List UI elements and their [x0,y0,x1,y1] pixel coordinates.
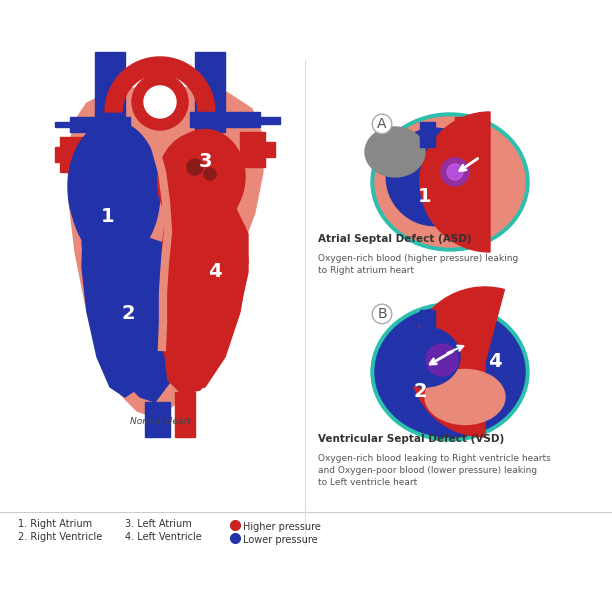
Text: 2. Right Ventricle: 2. Right Ventricle [18,532,102,542]
Ellipse shape [386,129,483,226]
Polygon shape [190,112,260,127]
Polygon shape [55,122,80,127]
Polygon shape [70,117,130,132]
Wedge shape [410,287,504,437]
Polygon shape [95,52,125,152]
Ellipse shape [165,130,245,225]
Text: Lower pressure: Lower pressure [243,535,318,545]
Polygon shape [175,392,195,437]
Ellipse shape [390,327,460,387]
Text: 1: 1 [101,207,115,226]
Text: 3: 3 [198,152,212,171]
Polygon shape [420,310,435,337]
Circle shape [132,74,188,130]
Text: 4. Left Ventricle: 4. Left Ventricle [125,532,202,542]
Text: 1. Right Atrium: 1. Right Atrium [18,519,92,529]
Text: 4: 4 [488,353,502,371]
Polygon shape [455,307,470,332]
Polygon shape [60,137,85,172]
Ellipse shape [68,122,156,252]
Ellipse shape [375,307,525,437]
Ellipse shape [371,113,529,251]
Polygon shape [195,52,225,132]
Polygon shape [160,202,248,392]
Text: Higher pressure: Higher pressure [243,522,321,532]
Circle shape [204,168,216,180]
Polygon shape [455,117,470,142]
Text: 2: 2 [121,305,135,324]
Text: Normal Heart: Normal Heart [130,417,190,426]
Text: B: B [377,307,387,321]
Polygon shape [260,142,275,157]
Text: 3. Left Atrium: 3. Left Atrium [125,519,192,529]
Polygon shape [105,57,215,112]
Ellipse shape [70,122,160,262]
Polygon shape [55,147,70,162]
Polygon shape [82,217,165,397]
Circle shape [187,159,203,175]
Circle shape [144,86,176,118]
Text: Atrial Septal Defect (ASD): Atrial Septal Defect (ASD) [318,234,472,244]
Text: 2: 2 [413,382,427,401]
Text: 4: 4 [208,263,222,282]
Polygon shape [82,222,195,402]
Polygon shape [420,122,435,147]
Ellipse shape [425,370,505,425]
Ellipse shape [375,117,525,247]
Polygon shape [145,402,170,437]
Circle shape [426,344,458,376]
Circle shape [447,164,463,180]
Polygon shape [73,92,258,412]
Polygon shape [240,132,265,167]
Text: Atrial Septal Defect (ASD) and Ventricular Septal Defect (VSD): Atrial Septal Defect (ASD) and Ventricul… [47,17,565,32]
Wedge shape [420,112,490,252]
Ellipse shape [365,127,425,177]
Polygon shape [162,197,248,394]
Circle shape [441,158,469,186]
Text: A: A [377,117,387,131]
Text: Oxygen-rich blood (higher pressure) leaking
to Right atrium heart: Oxygen-rich blood (higher pressure) leak… [318,254,518,275]
Text: Ventricular Septal Defect (VSD): Ventricular Septal Defect (VSD) [318,434,504,444]
Ellipse shape [157,132,242,232]
Text: 1: 1 [418,187,432,206]
Ellipse shape [371,303,529,441]
Text: Oxygen-rich blood leaking to Right ventricle hearts
and Oxygen-poor blood (lower: Oxygen-rich blood leaking to Right ventr… [318,454,551,487]
Polygon shape [255,117,280,124]
